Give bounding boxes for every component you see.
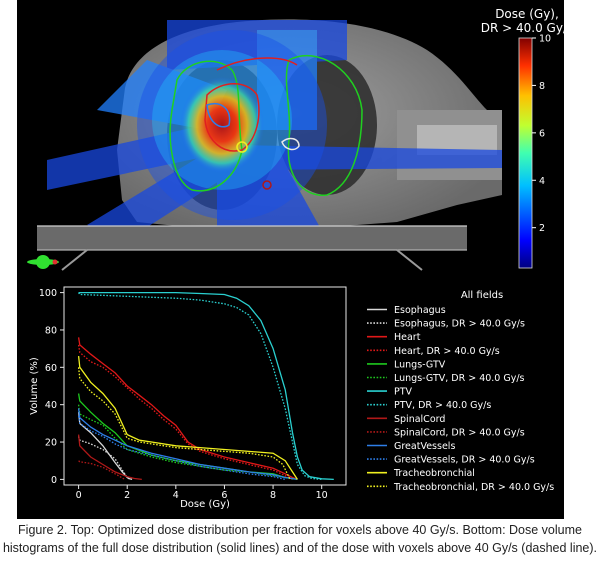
x-axis-label: Dose (Gy) [180,499,230,510]
dvh-chart-panel: 0 2 4 6 8 10 0 20 40 60 80 100 Dose (Gy) Volume (%)… [17,281,564,519]
y-tick-label: 0 [51,475,57,486]
colorbar-tick-label: 8 [539,81,545,92]
y-tick-label: 40 [45,400,57,411]
y-tick-label: 20 [45,438,57,449]
y-axis-label: Volume (%) [29,357,40,415]
dose-map-panel: Dose (Gy), DR > 40.0 Gy/s 10 8 6 4 2 [17,0,573,281]
series-line [78,460,126,480]
series-line [78,291,334,481]
x-tick-label: 2 [124,490,130,501]
caption-line-1: Figure 2. Top: Optimized dose distributi… [18,523,582,537]
x-tick-label: 6 [221,490,227,501]
legend-label: PTV, DR > 40.0 Gy/s [394,400,491,411]
legend-label: Esophagus, DR > 40.0 Gy/s [394,319,525,330]
orientation-marker-icon [27,255,59,269]
x-tick-label: 4 [173,490,179,501]
x-tick-label: 8 [270,490,276,501]
figure-caption: Figure 2. Top: Optimized dose distributi… [0,521,600,557]
legend-title: All fields [461,290,503,301]
series-line [78,292,322,481]
legend-label: SpinalCord [394,414,445,425]
series-line [77,337,298,481]
legend-label: Tracheobronchial [393,468,475,479]
series-line [77,434,142,481]
colorbar-tick-label: 4 [539,176,545,187]
colorbar: Dose (Gy), DR > 40.0 Gy/s 10 8 6 4 2 [481,7,573,269]
series-line [77,356,298,480]
series-line [77,415,286,481]
y-tick-label: 100 [39,288,57,299]
legend-label: Tracheobronchial, DR > 40.0 Gy/s [393,482,554,493]
series-line [77,344,293,480]
x-tick-label: 0 [76,490,82,501]
colorbar-gradient [518,37,533,269]
legend: Esophagus Esophagus, DR > 40.0 Gy/s Heart H… [367,305,554,493]
legend-label: GreatVessels [394,441,455,452]
legend-label: Esophagus [394,305,446,316]
colorbar-tick-label: 2 [539,223,545,234]
series-line [77,367,291,480]
y-tick-label: 60 [45,363,57,374]
legend-label: Heart [394,332,421,343]
legend-label: SpinalCord, DR > 40.0 Gy/s [394,427,525,438]
structure-contours [169,54,363,196]
colorbar-title-line2: DR > 40.0 Gy/s [481,21,564,35]
y-tick-label: 80 [45,325,57,336]
dose-map-image: Dose (Gy), DR > 40.0 Gy/s 10 8 6 4 2 [27,7,573,271]
colorbar-tick-label: 10 [539,34,551,45]
x-tick-label: 10 [316,490,328,501]
treatment-couch [37,225,467,271]
series-line [77,408,298,481]
legend-label: PTV [394,387,413,398]
colorbar-tick-label: 6 [539,128,545,139]
plot-frame [63,286,347,486]
series-line [77,404,296,481]
colorbar-title-line1: Dose (Gy), [495,7,559,21]
legend-label: Lungs-GTV [394,359,446,370]
legend-label: Lungs-GTV, DR > 40.0 Gy/s [394,373,525,384]
dose-hotspot [180,77,264,173]
caption-line-2: histograms of the full dose distribution… [2,541,598,555]
series-lines [77,291,334,481]
colorbar-ticks: 10 8 6 4 2 [532,34,551,234]
legend-label: Heart, DR > 40.0 Gy/s [394,346,500,357]
legend-label: GreatVessels, DR > 40.0 Gy/s [394,455,535,466]
